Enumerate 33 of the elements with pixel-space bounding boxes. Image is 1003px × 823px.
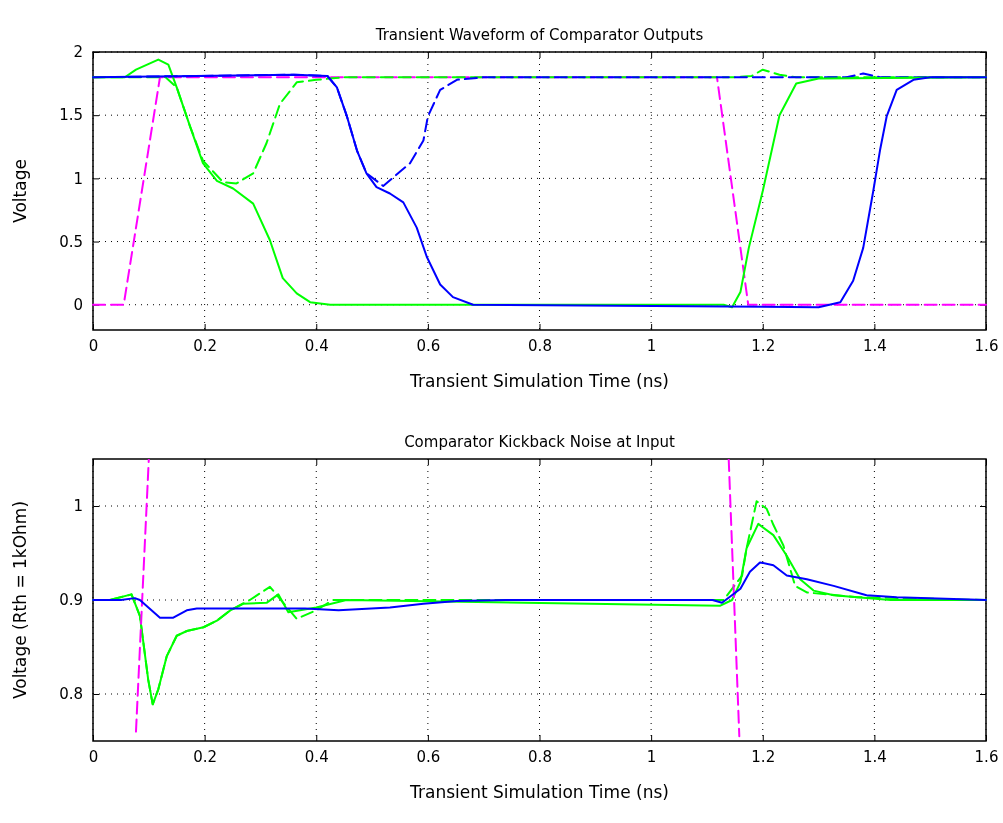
y-axis-title: Voltage (Rth = 1kOhm) (10, 500, 30, 700)
x-tick-label: 1 (646, 747, 657, 766)
y-tick-label: 0.8 (59, 685, 83, 704)
y-tick-label: 2 (73, 43, 83, 62)
x-tick-label: 0 (88, 336, 99, 355)
x-tick-label: 0.4 (304, 747, 329, 766)
x-tick-label: 0.4 (304, 336, 329, 355)
x-tick-label: 0.8 (528, 336, 552, 355)
y-tick-label: 0.5 (59, 232, 83, 251)
x-tick-label: 1.4 (862, 747, 887, 766)
x-tick-label: 1 (646, 336, 657, 355)
y-axis-title: Voltage (10, 159, 30, 223)
x-tick-label: 1.6 (974, 336, 999, 355)
x-tick-label: 0.6 (416, 336, 441, 355)
y-tick-label: 1 (73, 169, 83, 188)
x-tick-label: 1.2 (751, 336, 776, 355)
x-tick-label: 0.8 (528, 747, 552, 766)
x-axis-title: Transient Simulation Time (ns) (409, 782, 669, 802)
x-tick-label: 1.4 (862, 336, 887, 355)
x-tick-label: 0.2 (193, 336, 218, 355)
line-series (92, 561, 987, 619)
chart-title: Transient Waveform of Comparator Outputs (374, 26, 704, 44)
x-tick-label: 0 (88, 747, 99, 766)
y-tick-label: 1.5 (59, 106, 83, 125)
x-tick-label: 0.2 (193, 747, 218, 766)
y-tick-label: 1 (73, 497, 83, 516)
y-tick-label: 0 (73, 296, 83, 315)
y-tick-label: 0.9 (59, 591, 83, 610)
x-tick-label: 0.6 (416, 747, 441, 766)
chart-title: Comparator Kickback Noise at Input (404, 433, 675, 451)
x-axis-title: Transient Simulation Time (ns) (409, 371, 669, 391)
x-tick-label: 1.2 (751, 747, 776, 766)
x-tick-label: 1.6 (974, 747, 999, 766)
